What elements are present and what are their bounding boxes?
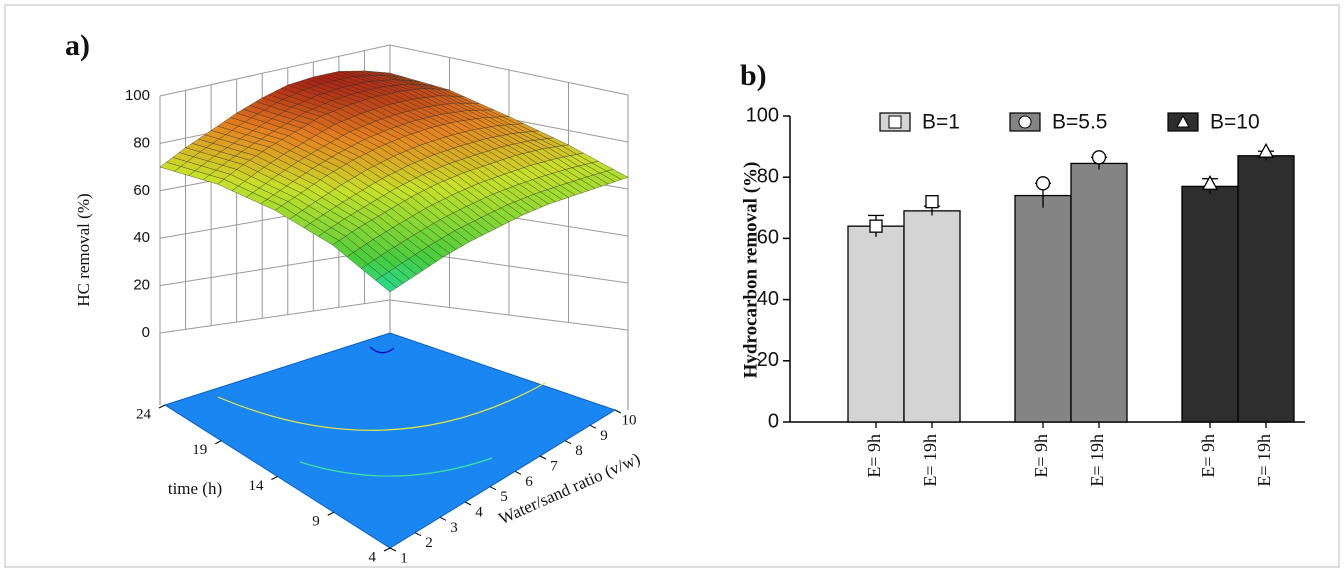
z-axis-title: HC removal (%) xyxy=(74,193,93,306)
y-tick-label: 100 xyxy=(746,104,779,126)
bar xyxy=(1237,155,1295,423)
y-tick-label: 20 xyxy=(757,349,779,371)
y-axis-title: Hydrocarbon removal (%) xyxy=(740,162,761,379)
x-tick-label: E= 9h xyxy=(1198,434,1218,478)
z-tick-label: 100 xyxy=(125,87,150,104)
x-tick-label: E= 19h xyxy=(1087,434,1107,487)
x-tick-label: 1 xyxy=(400,550,408,566)
y-tick-label: 80 xyxy=(757,165,779,187)
y-tick xyxy=(271,476,278,480)
panel-label: b) xyxy=(740,59,767,92)
y-tick xyxy=(158,404,166,409)
x-tick-label: E= 19h xyxy=(920,434,940,487)
marker xyxy=(869,219,883,233)
marker xyxy=(925,195,939,209)
x-tick xyxy=(614,409,622,414)
x-tick-label: 7 xyxy=(550,458,558,474)
y-axis-title: time (h) xyxy=(168,479,222,498)
marker xyxy=(1035,176,1051,191)
y-tick-label: 14 xyxy=(249,478,265,494)
panel-label: a) xyxy=(65,29,90,62)
z-tick-label: 40 xyxy=(133,229,150,246)
y-tick-label: 60 xyxy=(757,227,779,249)
legend-label: B=5.5 xyxy=(1052,111,1107,134)
x-tick xyxy=(539,455,547,460)
z-tick-label: 80 xyxy=(133,134,150,151)
x-tick-label: E= 9h xyxy=(1031,434,1051,478)
legend-marker xyxy=(1018,115,1032,129)
y-tick-label: 40 xyxy=(757,288,779,310)
bar xyxy=(1070,162,1128,423)
y-tick xyxy=(383,547,391,552)
x-tick xyxy=(589,424,597,429)
x-tick-label: 9 xyxy=(600,428,608,444)
legend-marker xyxy=(888,115,902,129)
y-tick xyxy=(215,440,222,445)
x-tick xyxy=(464,501,472,506)
x-tick xyxy=(389,547,397,552)
y-tick-label: 0 xyxy=(768,410,779,432)
y-tick-label: 9 xyxy=(312,514,320,530)
bar xyxy=(1181,185,1239,423)
marker xyxy=(1201,174,1219,190)
x-tick-label: 2 xyxy=(425,535,433,551)
contour-line xyxy=(217,382,546,431)
x-tick-label: 6 xyxy=(525,474,533,490)
y-tick xyxy=(327,511,334,516)
x-tick xyxy=(564,440,572,445)
contour-line xyxy=(299,457,493,477)
z-tick-label: 0 xyxy=(142,324,150,341)
x-tick-label: E= 19h xyxy=(1254,434,1274,487)
legend-label: B=10 xyxy=(1210,111,1260,134)
legend-marker xyxy=(1176,114,1190,128)
x-tick xyxy=(414,532,422,537)
x-tick-label: 10 xyxy=(622,412,637,428)
x-tick-label: E= 9h xyxy=(864,434,884,478)
z-tick-label: 20 xyxy=(133,277,150,294)
x-tick-label: 5 xyxy=(500,489,508,505)
x-tick xyxy=(489,486,497,491)
legend-label: B=1 xyxy=(922,111,960,134)
contour-line xyxy=(369,346,395,354)
x-tick xyxy=(514,470,522,475)
z-tick-label: 60 xyxy=(133,182,150,199)
bar xyxy=(903,210,961,423)
x-tick xyxy=(439,516,447,521)
bar xyxy=(847,225,905,423)
y-tick-label: 19 xyxy=(192,442,207,458)
x-tick-label: 8 xyxy=(575,443,583,459)
surface xyxy=(159,70,629,293)
marker xyxy=(1091,150,1107,165)
x-tick-label: 4 xyxy=(475,504,483,520)
surface-patch xyxy=(375,275,397,293)
x-tick-label: 3 xyxy=(450,520,458,536)
y-tick-label: 4 xyxy=(369,549,377,565)
marker xyxy=(1257,142,1275,158)
bar xyxy=(1014,194,1072,423)
y-tick-label: 24 xyxy=(136,406,152,422)
